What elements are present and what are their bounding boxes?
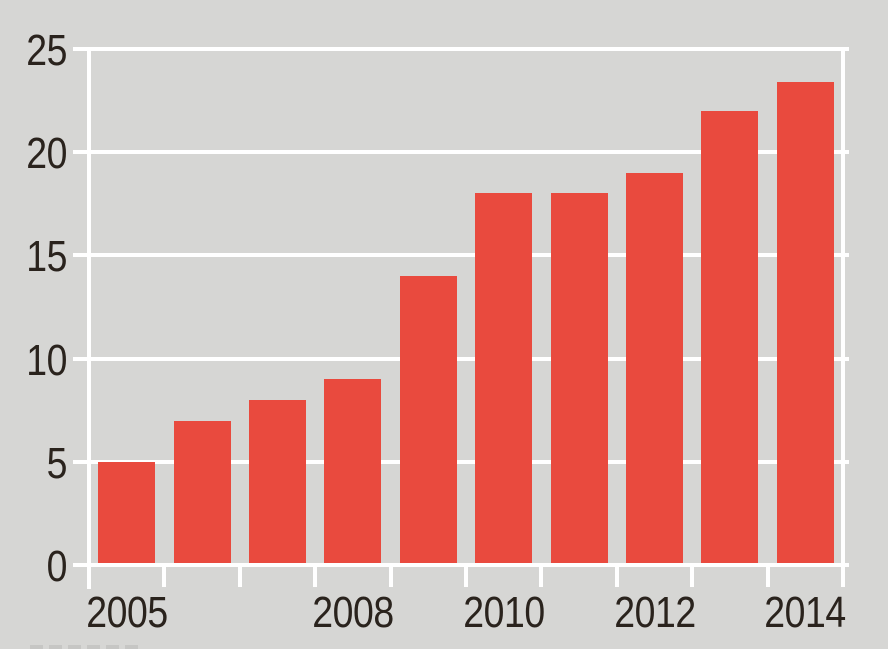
gridline-20 (73, 150, 849, 155)
bar-2007 (249, 399, 306, 566)
y-axis-line-right (841, 47, 845, 587)
gridline-10 (73, 356, 849, 361)
y-tick-label-20: 20 (26, 129, 67, 179)
x-tick-label-2014: 2014 (764, 588, 847, 637)
y-tick-label-15: 15 (26, 232, 67, 282)
y-tick-label-5: 5 (46, 438, 68, 488)
y-tick-label-10: 10 (26, 335, 67, 385)
gridline-25 (73, 47, 849, 51)
y-tick-label-0: 0 (46, 542, 68, 591)
x-axis-tick (464, 567, 468, 587)
x-axis-tick (765, 567, 770, 587)
y-tick-label-25: 25 (26, 26, 67, 75)
bar-2009 (399, 276, 457, 566)
x-tick-label-2005: 2005 (85, 588, 168, 637)
x-axis-baseline (73, 563, 849, 567)
x-axis-tick (539, 567, 544, 587)
bar-2005 (98, 461, 156, 566)
bar-2008 (324, 379, 382, 566)
x-axis-tick (690, 567, 695, 587)
x-tick-label-2012: 2012 (613, 588, 696, 637)
x-axis-tick (388, 567, 393, 587)
bar-2011 (550, 193, 608, 566)
bar-2014 (776, 82, 834, 566)
y-axis-line-left (87, 47, 91, 589)
x-axis-tick (162, 567, 167, 587)
x-axis-tick (614, 567, 619, 587)
bar-2013 (701, 110, 759, 566)
x-axis-tick (313, 567, 318, 587)
bar-2006 (173, 420, 231, 566)
x-tick-label-2010: 2010 (462, 588, 545, 637)
x-tick-label-2008: 2008 (312, 588, 394, 637)
gridline-5 (73, 459, 849, 464)
bar-2010 (475, 193, 533, 566)
gridline-15 (73, 253, 849, 258)
bar-2012 (626, 172, 683, 566)
x-axis-tick (237, 567, 242, 587)
cut-off-text-artifact (30, 645, 142, 649)
